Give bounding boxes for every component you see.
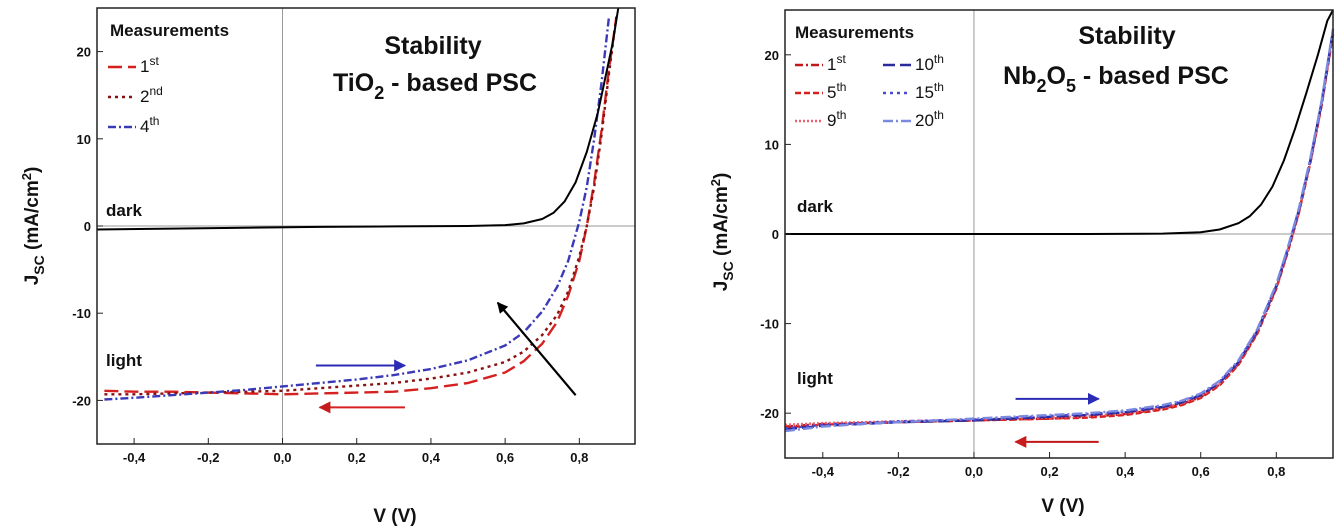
chart-title-line2: TiO2 - based PSC [333,69,537,103]
legend: 1st 2nd 4th [108,54,163,136]
legend-label: 1st [827,52,846,74]
y-tick-label: -20 [760,406,779,421]
series-line-9th [784,31,1335,426]
y-tick-label: -20 [72,393,91,408]
chart-title-line1: Stability [384,32,481,60]
chart-panel-nb2o5: -0,4 -0,2 0,0 0,2 0,4 0,6 0,8 20 10 0 -10 -20 Stab… [708,9,1335,517]
direction-arrow [496,301,577,396]
x-tick-label: 0,8 [570,450,588,465]
legend-label: 2nd [140,84,163,106]
y-tick-label: 20 [765,48,779,63]
series-line-dark [785,9,1334,235]
y-tick-labels: 20 10 0 -10 -20 [760,48,791,421]
series-line-2nd [104,16,618,396]
legend: 1st 5th 9th 10th 15th 20th [795,52,944,130]
chart-title-line1: Stability [1078,22,1175,50]
x-tick-label: -0,2 [887,464,909,479]
legend-label: 4th [140,114,159,136]
x-tick-labels: -0,4 -0,2 0,0 0,2 0,4 0,6 0,8 [812,452,1285,479]
legend-label: 9th [827,108,846,130]
x-axis-label: V (V) [1041,496,1084,517]
x-tick-label: -0,2 [197,450,219,465]
series-line-dark [96,7,620,231]
arrow-group [315,301,577,414]
series-line-1st [104,16,618,396]
legend-label: 10th [915,52,944,74]
chart-panel-tio2: -0,4 -0,2 0,0 0,2 0,4 0,6 0,8 20 10 0 -10 -20 Stab… [19,7,636,526]
x-tick-label: 0,2 [1041,464,1059,479]
y-tick-label: 20 [77,45,91,60]
x-tick-label: 0,4 [1116,464,1135,479]
chart-title-line2: Nb2O5 - based PSC [1003,62,1229,96]
y-axis-label: JSC (mA/cm2) [708,173,736,292]
series-line-5th [784,34,1335,429]
y-tick-label: 0 [84,219,91,234]
arrow-group [1014,392,1100,448]
y-tick-labels: 20 10 0 -10 -20 [72,45,103,408]
series-line-1st [784,32,1335,428]
annotation-dark: dark [106,201,142,220]
y-tick-label: 10 [77,132,91,147]
series-group [784,9,1335,433]
annotation-dark: dark [797,197,833,216]
x-tick-label: 0,8 [1267,464,1285,479]
x-tick-labels: -0,4 -0,2 0,0 0,2 0,4 0,6 0,8 [123,438,588,465]
series-line-4th [104,16,611,401]
legend-label: 5th [827,80,846,102]
series-line-10th [784,30,1335,431]
y-tick-label: 10 [765,137,779,152]
y-tick-label: -10 [72,306,91,321]
y-axis-label: JSC (mA/cm2) [19,167,47,286]
x-tick-label: 0,2 [348,450,366,465]
y-tick-label: -10 [760,317,779,332]
series-line-20th [784,28,1335,433]
x-tick-label: 0,4 [422,450,441,465]
series-group [96,7,620,401]
x-tick-label: 0,6 [1192,464,1210,479]
legend-label: 1st [140,54,159,76]
x-tick-label: 0,6 [496,450,514,465]
annotation-light: light [797,369,833,388]
x-tick-label: 0,0 [965,464,983,479]
x-tick-label: -0,4 [123,450,146,465]
legend-title: Measurements [795,23,914,42]
x-tick-label: -0,4 [812,464,835,479]
y-tick-label: 0 [772,227,779,242]
legend-label: 15th [915,80,944,102]
legend-title: Measurements [110,21,229,40]
annotation-light: light [106,351,142,370]
x-axis-label: V (V) [373,506,416,526]
x-tick-label: 0,0 [273,450,291,465]
legend-label: 20th [915,108,944,130]
